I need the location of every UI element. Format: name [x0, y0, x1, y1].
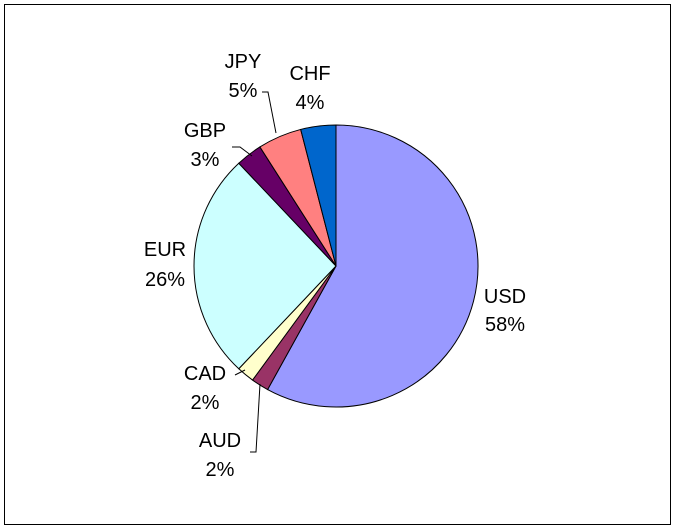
slice-label-jpy: JPY [225, 51, 262, 73]
slice-label-gbp: GBP [184, 120, 226, 142]
slice-labels: USD 58% AUD 2% CAD 2% EUR 26% GBP 3% JPY 5% CHF 4% [144, 51, 526, 481]
slice-percent-chf: 4% [296, 92, 325, 114]
slice-label-usd: USD [484, 286, 526, 308]
pie-slice-eur [193, 162, 337, 370]
pie-slice-usd [266, 124, 479, 408]
leader-lines [232, 91, 277, 453]
leader-line-cad [234, 369, 246, 376]
slice-percent-aud: 2% [206, 459, 235, 481]
pie-slices [193, 124, 479, 408]
pie-slice-chf [300, 124, 337, 267]
slice-label-chf: CHF [289, 63, 330, 85]
leader-line-gbp [232, 146, 253, 157]
slice-label-cad: CAD [184, 363, 226, 385]
slice-percent-cad: 2% [191, 392, 220, 414]
slice-label-aud: AUD [199, 430, 241, 452]
leader-line-aud [250, 383, 261, 453]
slice-percent-usd: 58% [485, 314, 525, 336]
leader-line-jpy [262, 91, 277, 134]
slice-percent-eur: 26% [145, 269, 185, 291]
slice-percent-jpy: 5% [229, 80, 258, 102]
slice-label-eur: EUR [144, 239, 186, 261]
slice-percent-gbp: 3% [191, 149, 220, 171]
